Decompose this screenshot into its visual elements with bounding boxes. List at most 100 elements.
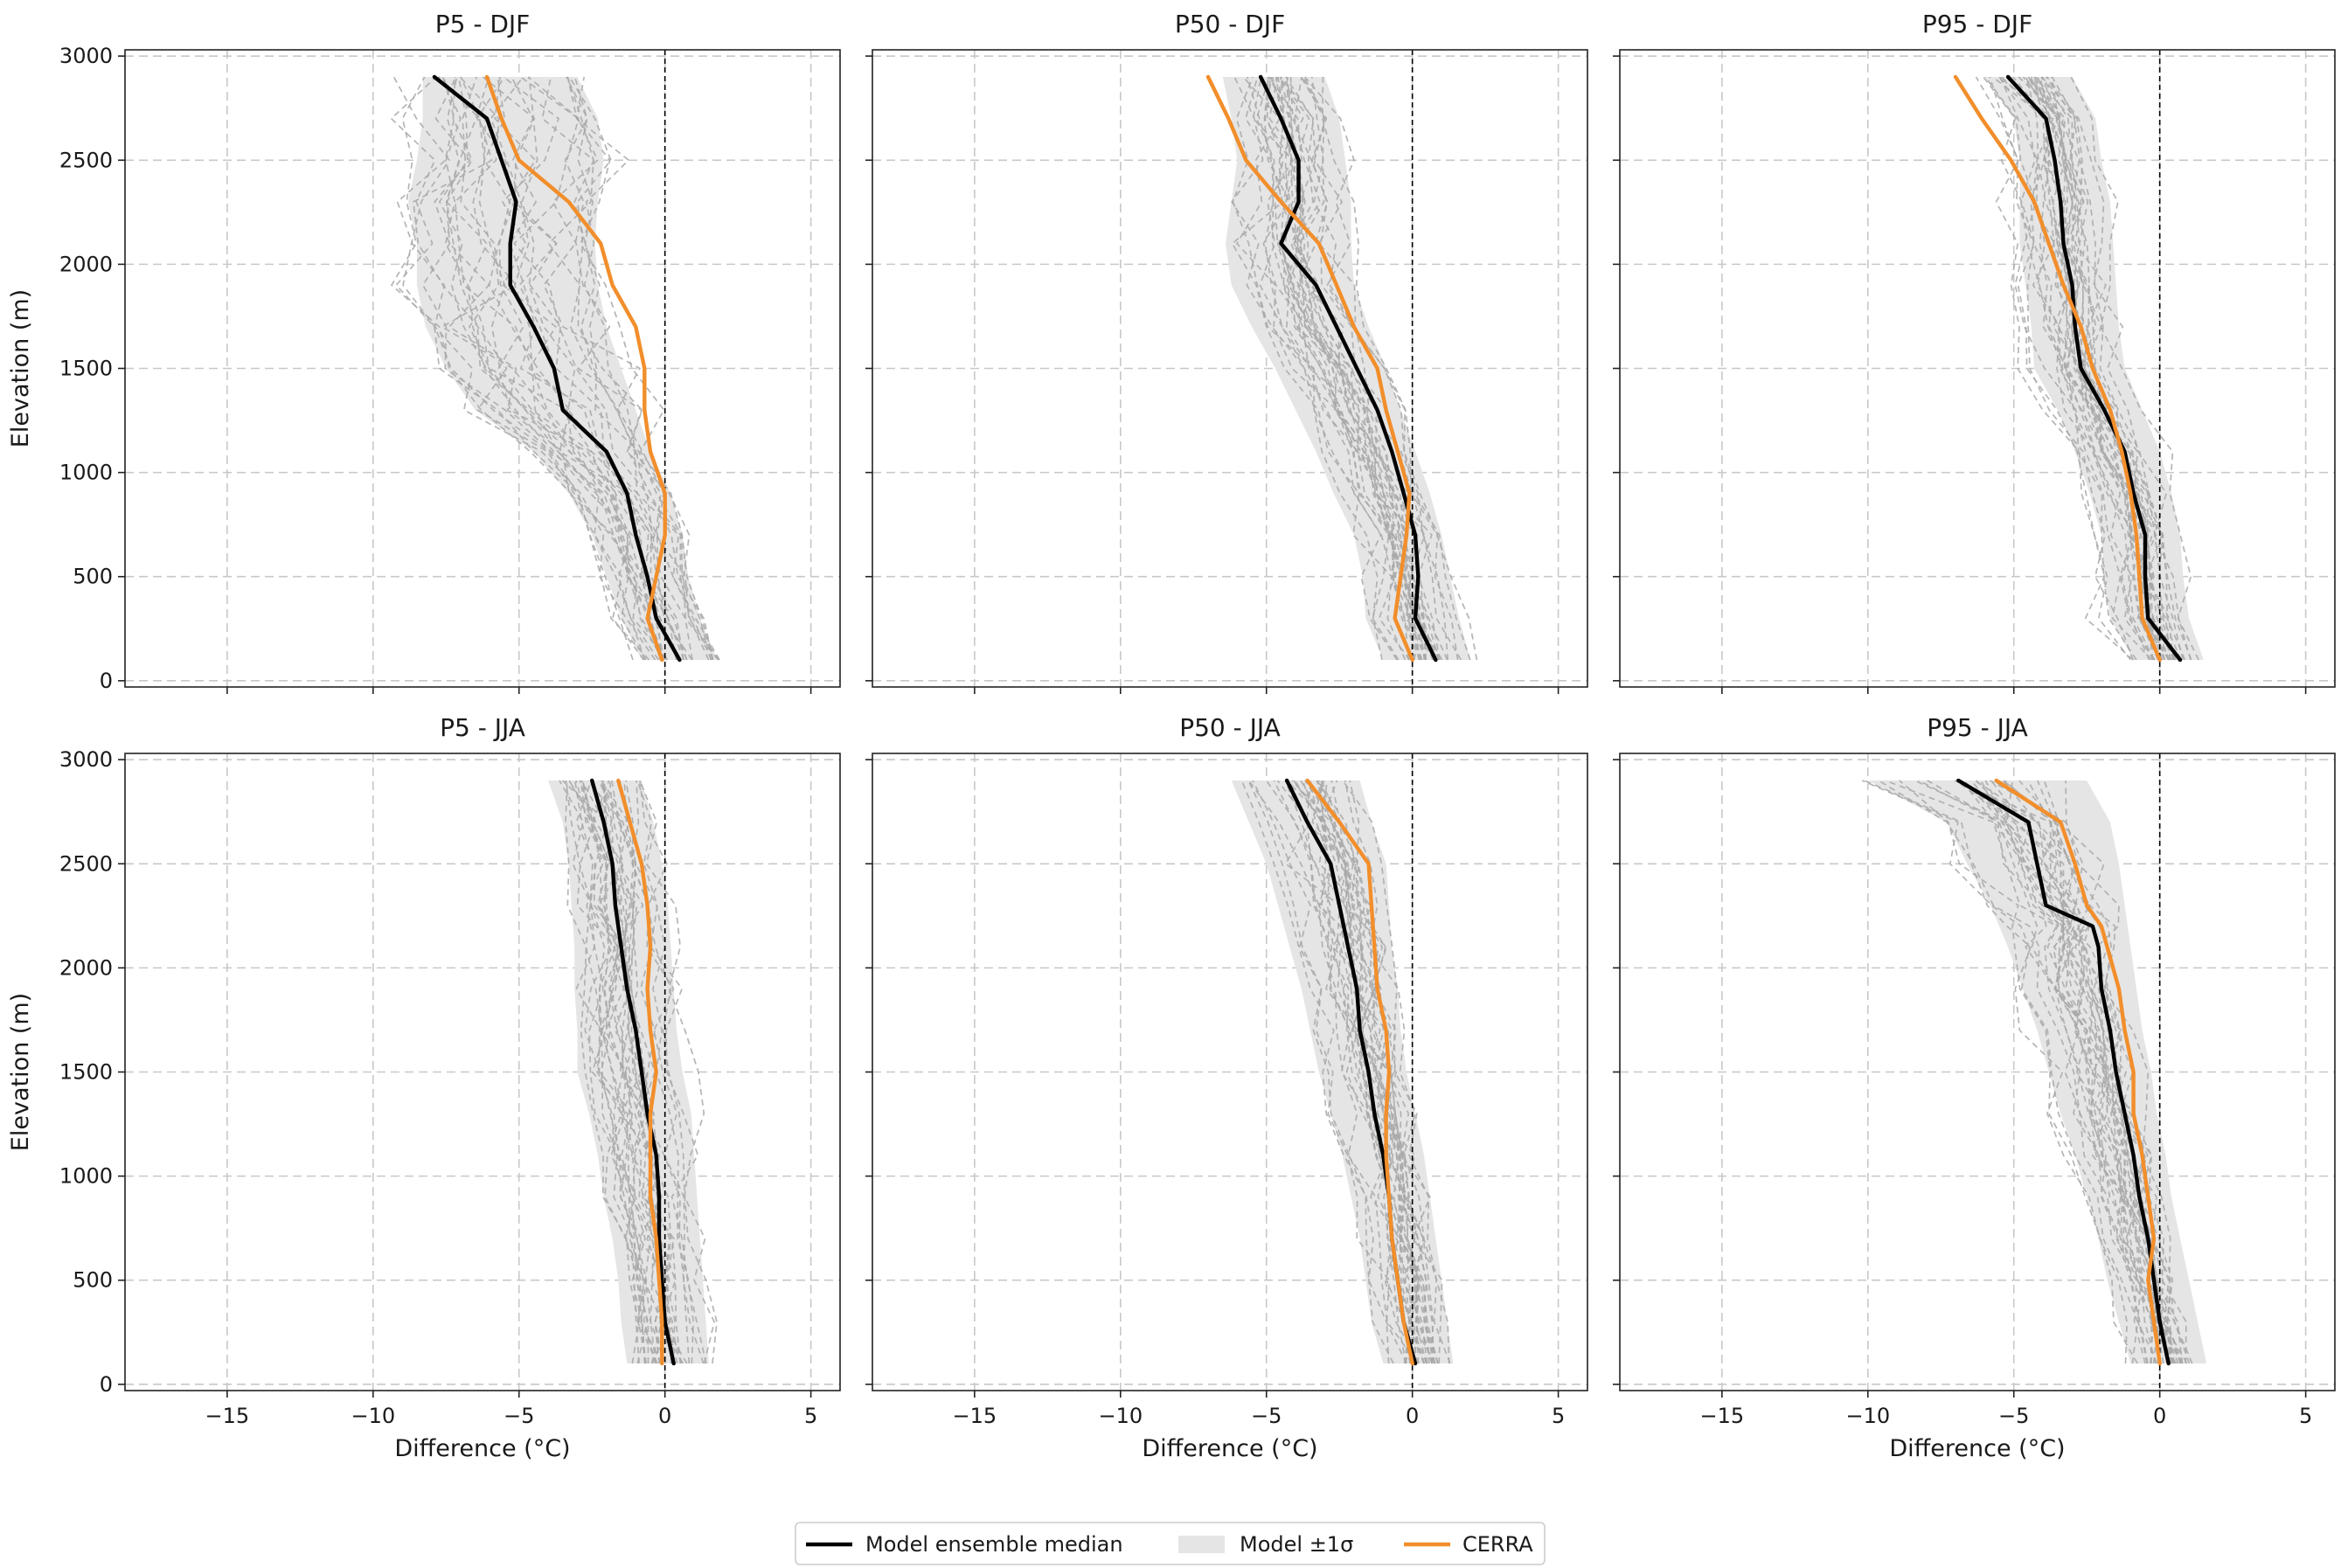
ensemble-member-line [2070, 76, 2199, 661]
ensemble-member-line [2041, 76, 2174, 661]
ensemble-member-line [1298, 76, 1448, 661]
chart-title: P5 - JJA [440, 713, 525, 742]
ensemble-member-line [608, 780, 675, 1364]
chart-title: P95 - JJA [1927, 713, 2028, 742]
ensemble-member-line [631, 780, 705, 1364]
ensemble-member-line [390, 76, 645, 661]
ensemble-member-line [2043, 780, 2187, 1364]
ensemble-member-line [1342, 780, 1450, 1364]
y-tick-label: 0 [100, 1372, 113, 1397]
ensemble-member-line [599, 780, 678, 1364]
ensemble-member-line [1280, 76, 1440, 661]
ensemble-member-line [636, 780, 707, 1364]
chart-title: P50 - JJA [1179, 713, 1281, 742]
cerra-line [1953, 74, 2162, 663]
ensemble-member-line [1252, 780, 1407, 1364]
cerra-line [1305, 778, 1414, 1366]
x-axis-label: Difference (°C) [394, 1435, 570, 1462]
ensemble-member-line [1304, 780, 1436, 1364]
ensemble-member-line [1959, 780, 2176, 1364]
ensemble-member-line [1320, 780, 1435, 1364]
ensemble-member-line [1240, 780, 1394, 1364]
ensemble-member-line [565, 780, 648, 1364]
ensemble-member-line [1899, 780, 2138, 1364]
ensemble-member-line [573, 76, 712, 661]
ensemble-member-line [1970, 780, 2158, 1364]
x-tick-label: −15 [205, 1404, 250, 1428]
ensemble-median-line [2005, 74, 2183, 663]
ensemble-member-line [2004, 780, 2175, 1364]
ensemble-member-line [1231, 76, 1398, 661]
ensemble-member-line [1957, 780, 2157, 1364]
ensemble-member-line [1266, 76, 1427, 661]
ensemble-member-line [2032, 76, 2171, 661]
ensemble-member-line [575, 780, 663, 1364]
ensemble-member-line [2037, 780, 2182, 1364]
ensemble-member-line [1247, 780, 1419, 1364]
ensemble-member-line [2039, 76, 2177, 661]
ensemble-member-line [1247, 780, 1391, 1364]
chart-title: P5 - DJF [435, 10, 531, 38]
y-tick-label: 500 [73, 1268, 113, 1293]
ensemble-member-line [568, 780, 647, 1364]
ensemble-member-line [1918, 780, 2159, 1364]
ensemble-member-line [441, 76, 660, 661]
ensemble-member-line [1278, 76, 1426, 661]
ensemble-member-line [2002, 780, 2191, 1364]
ensemble-member-line [2031, 76, 2170, 661]
chart-panel-5: −15 −10 −5 0 5 P50 - JJA Difference (°C) [865, 713, 1588, 1462]
ensemble-member-line [1320, 780, 1428, 1364]
ensemble-member-line [611, 780, 682, 1364]
ensemble-member-line [1974, 780, 2170, 1364]
y-axis-label: Elevation (m) [7, 289, 34, 448]
ensemble-member-line [575, 780, 667, 1364]
ensemble-member-line [478, 76, 662, 661]
x-tick-label: 0 [1406, 1404, 1419, 1428]
ensemble-member-line [2035, 76, 2173, 661]
ensemble-member-line [1319, 780, 1434, 1364]
ensemble-median-line [590, 778, 676, 1366]
chart-title: P95 - DJF [1922, 10, 2032, 38]
ensemble-member-line [1310, 76, 1459, 661]
chart-panel-1: 0 500 1000 1500 2000 2500 3000 P5 - DJF Elevatio… [7, 10, 841, 694]
x-tick-label: 0 [658, 1404, 671, 1428]
ensemble-member-line [639, 780, 715, 1364]
ensemble-member-line [445, 76, 665, 661]
x-tick-label: −5 [504, 1404, 534, 1428]
ensemble-member-line [2033, 76, 2166, 661]
ensemble-member-line [1302, 780, 1419, 1364]
ensemble-member-line [1992, 76, 2150, 661]
legend-cerra-label: CERRA [1462, 1532, 1533, 1557]
ensemble-member-line [1962, 780, 2155, 1364]
ensemble-member-line [2025, 76, 2175, 661]
ensemble-member-line [437, 76, 663, 661]
ensemble-member-line [1289, 780, 1428, 1364]
ensemble-member-line [541, 76, 710, 661]
ensemble-member-line [520, 76, 719, 661]
x-tick-label: −15 [953, 1404, 997, 1428]
ensemble-member-line [1293, 76, 1441, 661]
x-tick-label: −5 [1998, 1404, 2029, 1428]
ensemble-member-line [1279, 76, 1427, 661]
ensemble-member-line [547, 76, 720, 661]
ensemble-member-line [2002, 780, 2188, 1364]
y-tick-label: 1000 [59, 1164, 113, 1189]
chart-title: P50 - DJF [1175, 10, 1285, 38]
ensemble-member-line [2018, 780, 2184, 1364]
y-tick-label: 0 [100, 669, 113, 693]
cerra-line [484, 74, 667, 663]
ensemble-member-line [2051, 76, 2185, 661]
cerra-line [1205, 74, 1414, 663]
x-tick-label: 5 [804, 1404, 817, 1428]
ensemble-member-line [580, 780, 650, 1364]
ensemble-member-line [1276, 780, 1420, 1364]
y-tick-label: 1000 [59, 461, 113, 485]
ensemble-member-line [587, 780, 683, 1364]
ensemble-member-line [1247, 76, 1421, 661]
ensemble-member-line [1983, 76, 2131, 661]
ensemble-member-line [1885, 780, 2149, 1364]
ensemble-member-line [1271, 76, 1427, 661]
ensemble-member-line [1255, 76, 1416, 661]
x-axis-label: Difference (°C) [1142, 1435, 1317, 1462]
ensemble-member-line [392, 76, 634, 661]
